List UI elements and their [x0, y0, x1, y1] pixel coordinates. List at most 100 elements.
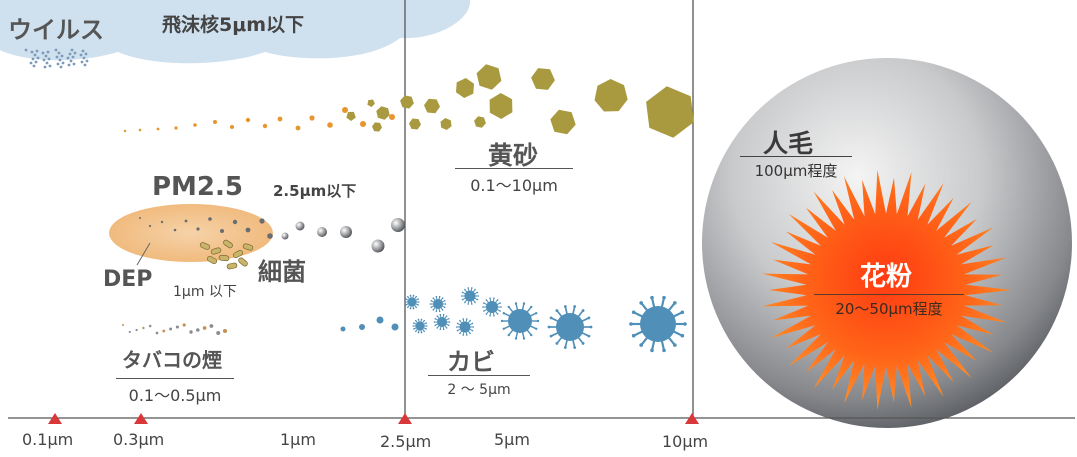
spore-spike-tip [414, 319, 417, 322]
sand-particle [400, 95, 414, 109]
fine-dot [262, 123, 268, 129]
spore-spike-tip [412, 307, 415, 310]
virus-dot [81, 49, 85, 53]
spore-spike-tip [462, 334, 464, 336]
virus-dot [66, 56, 70, 60]
spore-spike-tip [441, 309, 444, 311]
spore-spike-tip [414, 330, 417, 333]
spore-spike-tip [472, 326, 475, 328]
spore-spike-tip [507, 305, 510, 309]
spore-spike-tip [469, 319, 471, 322]
virus-title: ウイルス [8, 16, 104, 44]
bacteria-rod [232, 249, 244, 259]
mold-spore [482, 297, 502, 317]
sand-particle [456, 78, 474, 98]
spore-spike-tip [535, 327, 538, 331]
pm25-particle [173, 228, 177, 232]
spore-spike-tip [477, 295, 480, 297]
smoke-dot [175, 325, 179, 329]
kosa-title: 黄砂 [488, 141, 539, 170]
virus-dot [84, 52, 88, 56]
spore-spike-tip [413, 328, 415, 330]
pm25-title: PM2.5 [152, 172, 243, 202]
spore-spike-tip [467, 287, 469, 289]
axis-tick-label: 1μm [280, 430, 316, 449]
spore-spike-tip [535, 311, 538, 315]
fine-dot [213, 120, 217, 124]
pm25-particle [259, 218, 265, 224]
mold-spore [404, 294, 420, 310]
sand-particle [474, 116, 486, 128]
spore-spike-tip [673, 343, 677, 347]
spore-spike-tip [471, 287, 473, 289]
spore-spike-tip [442, 313, 445, 316]
virus-dot [32, 64, 36, 68]
virus-dot [80, 60, 84, 64]
spore-spike-tip [573, 305, 577, 308]
spore-spike-tip [430, 299, 433, 302]
virus-dot [59, 65, 63, 69]
virus-dot [69, 59, 73, 63]
spore-spike-tip [502, 311, 505, 315]
spore-spike-tip [461, 291, 464, 294]
sand-particle [489, 93, 513, 119]
spore-spike-tip [502, 327, 505, 331]
spore-spike-tip [555, 309, 559, 312]
spore-spike-tip [514, 337, 518, 340]
pollen-spiky-burst [761, 169, 1012, 411]
spore-spike-tip [413, 322, 415, 324]
smoke-dot [128, 330, 131, 334]
spore-spike-tip [639, 343, 643, 347]
spore-spike-tip [405, 304, 407, 306]
spore-spike-tip [493, 314, 495, 317]
spore-spike-tip [573, 346, 577, 349]
virus-dot [55, 55, 59, 59]
tobacco-range: 0.1〜0.5μm [116, 378, 234, 406]
spore-spike-tip [436, 315, 439, 317]
spore-spike-tip [412, 294, 415, 297]
spore-spike-tip [420, 331, 423, 334]
spore-spike-tip [415, 306, 418, 309]
spore-spike-tip [439, 328, 442, 331]
spore-spike-tip [466, 334, 468, 336]
spore-spike-tip [456, 329, 459, 332]
mold-spore [629, 295, 687, 353]
virus-dot [73, 51, 77, 55]
spore-spike-tip [650, 348, 654, 353]
smoke-dot [122, 324, 124, 326]
fine-dot [277, 116, 283, 122]
spore-spike-tip [499, 302, 501, 304]
spore-spike-tip [476, 291, 479, 294]
spore-body [391, 323, 399, 331]
axis-tick-label: 0.3μm [113, 430, 165, 449]
virus-dot [36, 56, 40, 60]
virus-dot [54, 48, 58, 52]
spore-spike-tip [417, 304, 419, 306]
fine-dot [327, 122, 333, 128]
pm25-ball [371, 239, 385, 253]
smoke-dot [222, 328, 228, 334]
virus-dot [33, 53, 37, 57]
spore-spike-tip [662, 348, 666, 353]
spore-spike-tip [415, 295, 418, 298]
spore-spike-tip [434, 324, 437, 327]
spore-body [486, 301, 498, 313]
tobacco-title: タバコの煙 [122, 348, 222, 372]
spore-spike-tip [439, 313, 442, 316]
spore-spike-tip [430, 306, 433, 309]
spore-spike-tip [474, 301, 476, 304]
virus-dot [56, 62, 60, 66]
spore-spike-tip [459, 319, 461, 322]
fine-dot [360, 121, 366, 127]
pm25-particle [267, 233, 273, 239]
spore-spike-tip [587, 334, 591, 338]
pm25-particle [245, 227, 251, 233]
spore-spike-tip [563, 346, 567, 349]
spore-body [415, 321, 425, 331]
fine-dot [174, 126, 178, 130]
spore-spike-tip [555, 342, 559, 345]
spore-spike-tip [436, 327, 439, 329]
mold-spore [359, 324, 365, 330]
spore-spike-tip [563, 305, 567, 308]
